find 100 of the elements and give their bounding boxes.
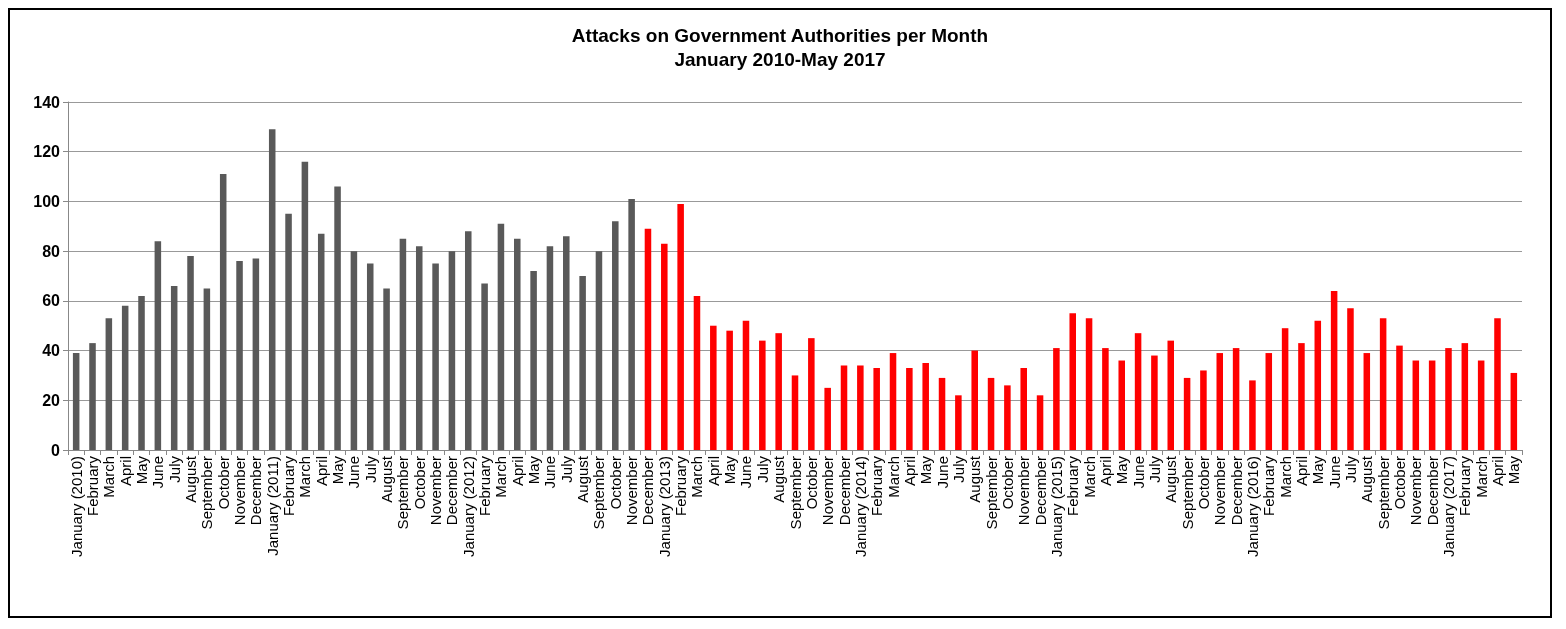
x-tick-label: June — [345, 456, 363, 489]
bar — [955, 395, 962, 450]
bar — [1265, 353, 1273, 450]
bar — [203, 288, 211, 450]
bar — [579, 276, 586, 450]
bar — [1330, 290, 1338, 450]
x-tick-label: March — [1080, 456, 1098, 498]
x-tick-label: May — [917, 455, 935, 485]
bar — [1069, 313, 1076, 450]
x-tick-label: March — [1276, 456, 1294, 498]
x-tick-label: January (2016) — [1243, 456, 1261, 557]
x-tick-label: November — [1015, 456, 1033, 526]
y-tick-label: 120 — [33, 143, 61, 161]
x-tick-label: September — [982, 456, 1000, 530]
x-tick-label: July — [557, 455, 575, 483]
bar — [1510, 372, 1518, 450]
x-tick-label: February — [476, 455, 494, 517]
bar — [317, 233, 325, 450]
bar — [971, 350, 978, 450]
bar — [448, 251, 456, 450]
bar — [1183, 377, 1191, 450]
bar — [187, 256, 194, 450]
x-tick-label: December — [443, 456, 461, 526]
y-tick-label: 100 — [33, 192, 61, 210]
bar — [138, 295, 145, 450]
bar — [170, 285, 178, 450]
bar — [154, 241, 162, 450]
x-tick-label: February — [84, 455, 102, 517]
x-tick-label: November — [1211, 456, 1229, 526]
x-tick-label: April — [1292, 456, 1310, 487]
bar — [399, 238, 407, 450]
x-tick-label: August — [770, 455, 788, 503]
bar — [236, 261, 243, 450]
bar — [1216, 353, 1224, 450]
bar — [759, 340, 766, 450]
x-tick-label: December — [835, 456, 853, 526]
x-tick-label: November — [427, 456, 445, 526]
bar — [1281, 328, 1289, 450]
x-tick-label: April — [1488, 456, 1506, 487]
bar — [1314, 320, 1322, 450]
x-tick-label: September — [590, 456, 608, 530]
bar — [1036, 395, 1044, 450]
x-tick-label: November — [623, 456, 641, 526]
bar — [824, 387, 831, 450]
bar — [1494, 318, 1501, 450]
y-tick-label: 60 — [42, 292, 61, 310]
bar — [383, 288, 390, 450]
bar — [1167, 340, 1175, 450]
x-tick-label: December — [1031, 456, 1049, 526]
x-tick-label: August — [966, 455, 984, 503]
bar — [334, 186, 341, 450]
bar — [1412, 360, 1420, 450]
bar — [415, 246, 423, 450]
x-tick-label: January (2017) — [1439, 456, 1457, 557]
bar — [1477, 360, 1485, 450]
y-tick-label: 40 — [42, 342, 61, 360]
bar — [121, 305, 129, 450]
bar — [1102, 348, 1109, 450]
x-tick-label: April — [900, 456, 918, 487]
x-tick-label: January (2015) — [1047, 456, 1065, 557]
bar — [301, 161, 309, 450]
bar — [1249, 380, 1256, 450]
x-tick-label: August — [1358, 455, 1376, 503]
x-tick-label: February — [1064, 455, 1082, 517]
bar — [873, 367, 880, 450]
bar — [644, 228, 652, 450]
bar — [497, 223, 505, 450]
x-tick-label: May — [525, 455, 543, 485]
bar — [775, 333, 782, 450]
y-tick-label: 80 — [42, 242, 61, 260]
x-tick-label: May — [1505, 455, 1523, 485]
chart-title: Attacks on Government Authorities per Month January 2010-May 2017 — [571, 24, 989, 70]
x-tick-label: June — [149, 456, 167, 489]
x-tick-label: August — [182, 455, 200, 503]
x-tick-label: January (2014) — [851, 456, 869, 557]
bar — [514, 238, 521, 450]
x-tick-label: July — [949, 455, 967, 483]
x-tick-label: September — [786, 456, 804, 530]
bar — [938, 377, 946, 450]
bar — [1151, 355, 1158, 450]
bar — [1004, 385, 1011, 450]
bar — [105, 318, 113, 450]
x-tick-label: September — [394, 456, 412, 530]
x-tick-label: June — [1325, 456, 1343, 489]
x-tick-label: August — [574, 455, 592, 503]
x-tick-label: February — [1260, 455, 1278, 517]
x-tick-label: January (2013) — [655, 456, 673, 557]
x-tick-label: April — [508, 456, 526, 487]
bar — [366, 263, 374, 450]
bar — [1232, 348, 1240, 450]
bar — [1200, 370, 1207, 450]
bar — [432, 263, 439, 450]
bar — [1461, 343, 1469, 450]
x-tick-label: May — [133, 455, 151, 485]
x-tick-label: September — [1178, 456, 1196, 530]
x-tick-label: May — [721, 455, 739, 485]
y-tick-label: 0 — [51, 441, 61, 459]
x-tick-label: May — [1309, 455, 1327, 485]
y-tick-label: 140 — [33, 93, 61, 111]
bar — [661, 243, 668, 450]
